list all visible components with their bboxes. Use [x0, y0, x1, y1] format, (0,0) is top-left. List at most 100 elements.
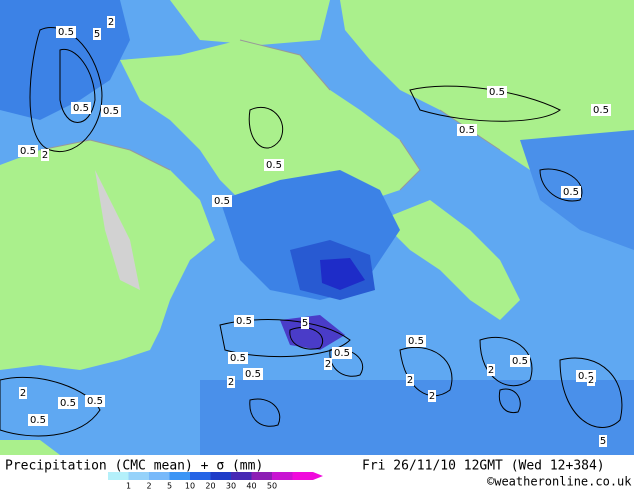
legend-label: 50 [267, 482, 277, 490]
legend-swatch [149, 472, 170, 480]
credit: ©weatheronline.co.uk [487, 475, 632, 489]
footer-bg [0, 455, 634, 490]
contour-label: 2 [20, 388, 26, 399]
contour-label: 0.5 [489, 87, 505, 98]
footer-title: Precipitation (CMC mean) + σ (mm) [5, 459, 263, 474]
rain-south [200, 380, 634, 455]
label-bg [406, 335, 426, 347]
contour-label: 0.5 [245, 369, 261, 380]
contour [249, 398, 281, 427]
land-africa [0, 140, 215, 370]
contour-label: 0.5 [20, 146, 36, 157]
label-bg [93, 28, 101, 40]
label-bg [228, 352, 248, 364]
contour [539, 168, 583, 202]
land-asia [340, 0, 634, 170]
land-south [0, 440, 60, 455]
label-bg [510, 355, 530, 367]
label-bg [457, 124, 477, 136]
label-bg [85, 395, 105, 407]
contour-label: 0.5 [266, 160, 282, 171]
legend-swatch [190, 472, 211, 480]
footer: Precipitation (CMC mean) + σ (mm) Fri 26… [0, 455, 634, 490]
legend-swatch [251, 472, 272, 480]
label-bg [332, 347, 352, 359]
label-bg [18, 145, 38, 157]
legend-label: 30 [226, 482, 236, 490]
legend-swatch [231, 472, 252, 480]
label-bg [243, 368, 263, 380]
label-bg [591, 104, 611, 116]
legend-swatch [210, 472, 231, 480]
contour [559, 357, 623, 428]
contour-label: 0.5 [512, 356, 528, 367]
contour-label: 0.5 [60, 398, 76, 409]
contour-label: 2 [407, 375, 413, 386]
label-bg [58, 397, 78, 409]
timestamp: Fri 26/11/10 12GMT (Wed 12+384) [362, 459, 605, 474]
label-bg [41, 149, 49, 161]
legend-label: 5 [167, 482, 172, 490]
contour [498, 388, 521, 414]
label-bg [561, 186, 581, 198]
contour-label: 0.5 [334, 348, 350, 359]
contour-label: 2 [42, 150, 48, 161]
legend-swatch [128, 472, 149, 480]
label-bg [56, 26, 76, 38]
label-bg [301, 317, 309, 329]
land-north [170, 0, 330, 45]
borders [39, 39, 501, 191]
label-bg [212, 195, 232, 207]
contour [0, 376, 101, 437]
legend-label: 20 [205, 482, 215, 490]
contour-label: 2 [488, 365, 494, 376]
contour [248, 106, 284, 149]
label-bg [324, 358, 332, 370]
contour [409, 85, 561, 122]
dry-area [95, 170, 140, 290]
legend-label: 1 [126, 482, 131, 490]
contour [59, 48, 96, 123]
label-bg [227, 376, 235, 388]
label-bg [107, 16, 115, 28]
legend-arrow [313, 472, 323, 480]
rain-heavier [320, 258, 365, 290]
contour-label: 2 [325, 359, 331, 370]
legend-swatch [292, 472, 313, 480]
label-bg [101, 105, 121, 117]
map-area: 0.5 520.5 0.50.5 20.50.50.50.50.50.50.5 50.5… [0, 0, 634, 455]
contour [219, 319, 351, 358]
label-bg [71, 102, 91, 114]
legend-label: 10 [185, 482, 195, 490]
label-bg [599, 435, 607, 447]
contour-label: 2 [228, 377, 234, 388]
label-bg [234, 315, 254, 327]
contour-label: 0.5 [563, 187, 579, 198]
contour-label: 0.5 [230, 353, 246, 364]
contour-label: 0.5 [87, 396, 103, 407]
contour-label: 0.5 [58, 27, 74, 38]
contour-label: 5 [302, 318, 308, 329]
label-bg [28, 414, 48, 426]
legend-swatch [272, 472, 293, 480]
contour-label: 5 [600, 436, 606, 447]
label-bg [587, 374, 595, 386]
contour-label: 0.5 [408, 336, 424, 347]
contour-label: 2 [588, 375, 594, 386]
legend-label: 2 [146, 482, 151, 490]
contour-label: 0.5 [578, 371, 594, 382]
legend-swatch [169, 472, 190, 480]
land-india [380, 200, 520, 320]
label-bg [428, 390, 436, 402]
contour-label: 2 [108, 17, 114, 28]
label-bg [264, 159, 284, 171]
contour-label: 5 [94, 29, 100, 40]
rain-core [280, 315, 345, 350]
contour-label: 0.5 [459, 125, 475, 136]
contour-label: 0.5 [214, 196, 230, 207]
contour-label: 0.5 [236, 316, 252, 327]
contour-label: 0.5 [593, 105, 609, 116]
legend-label: 40 [246, 482, 256, 490]
